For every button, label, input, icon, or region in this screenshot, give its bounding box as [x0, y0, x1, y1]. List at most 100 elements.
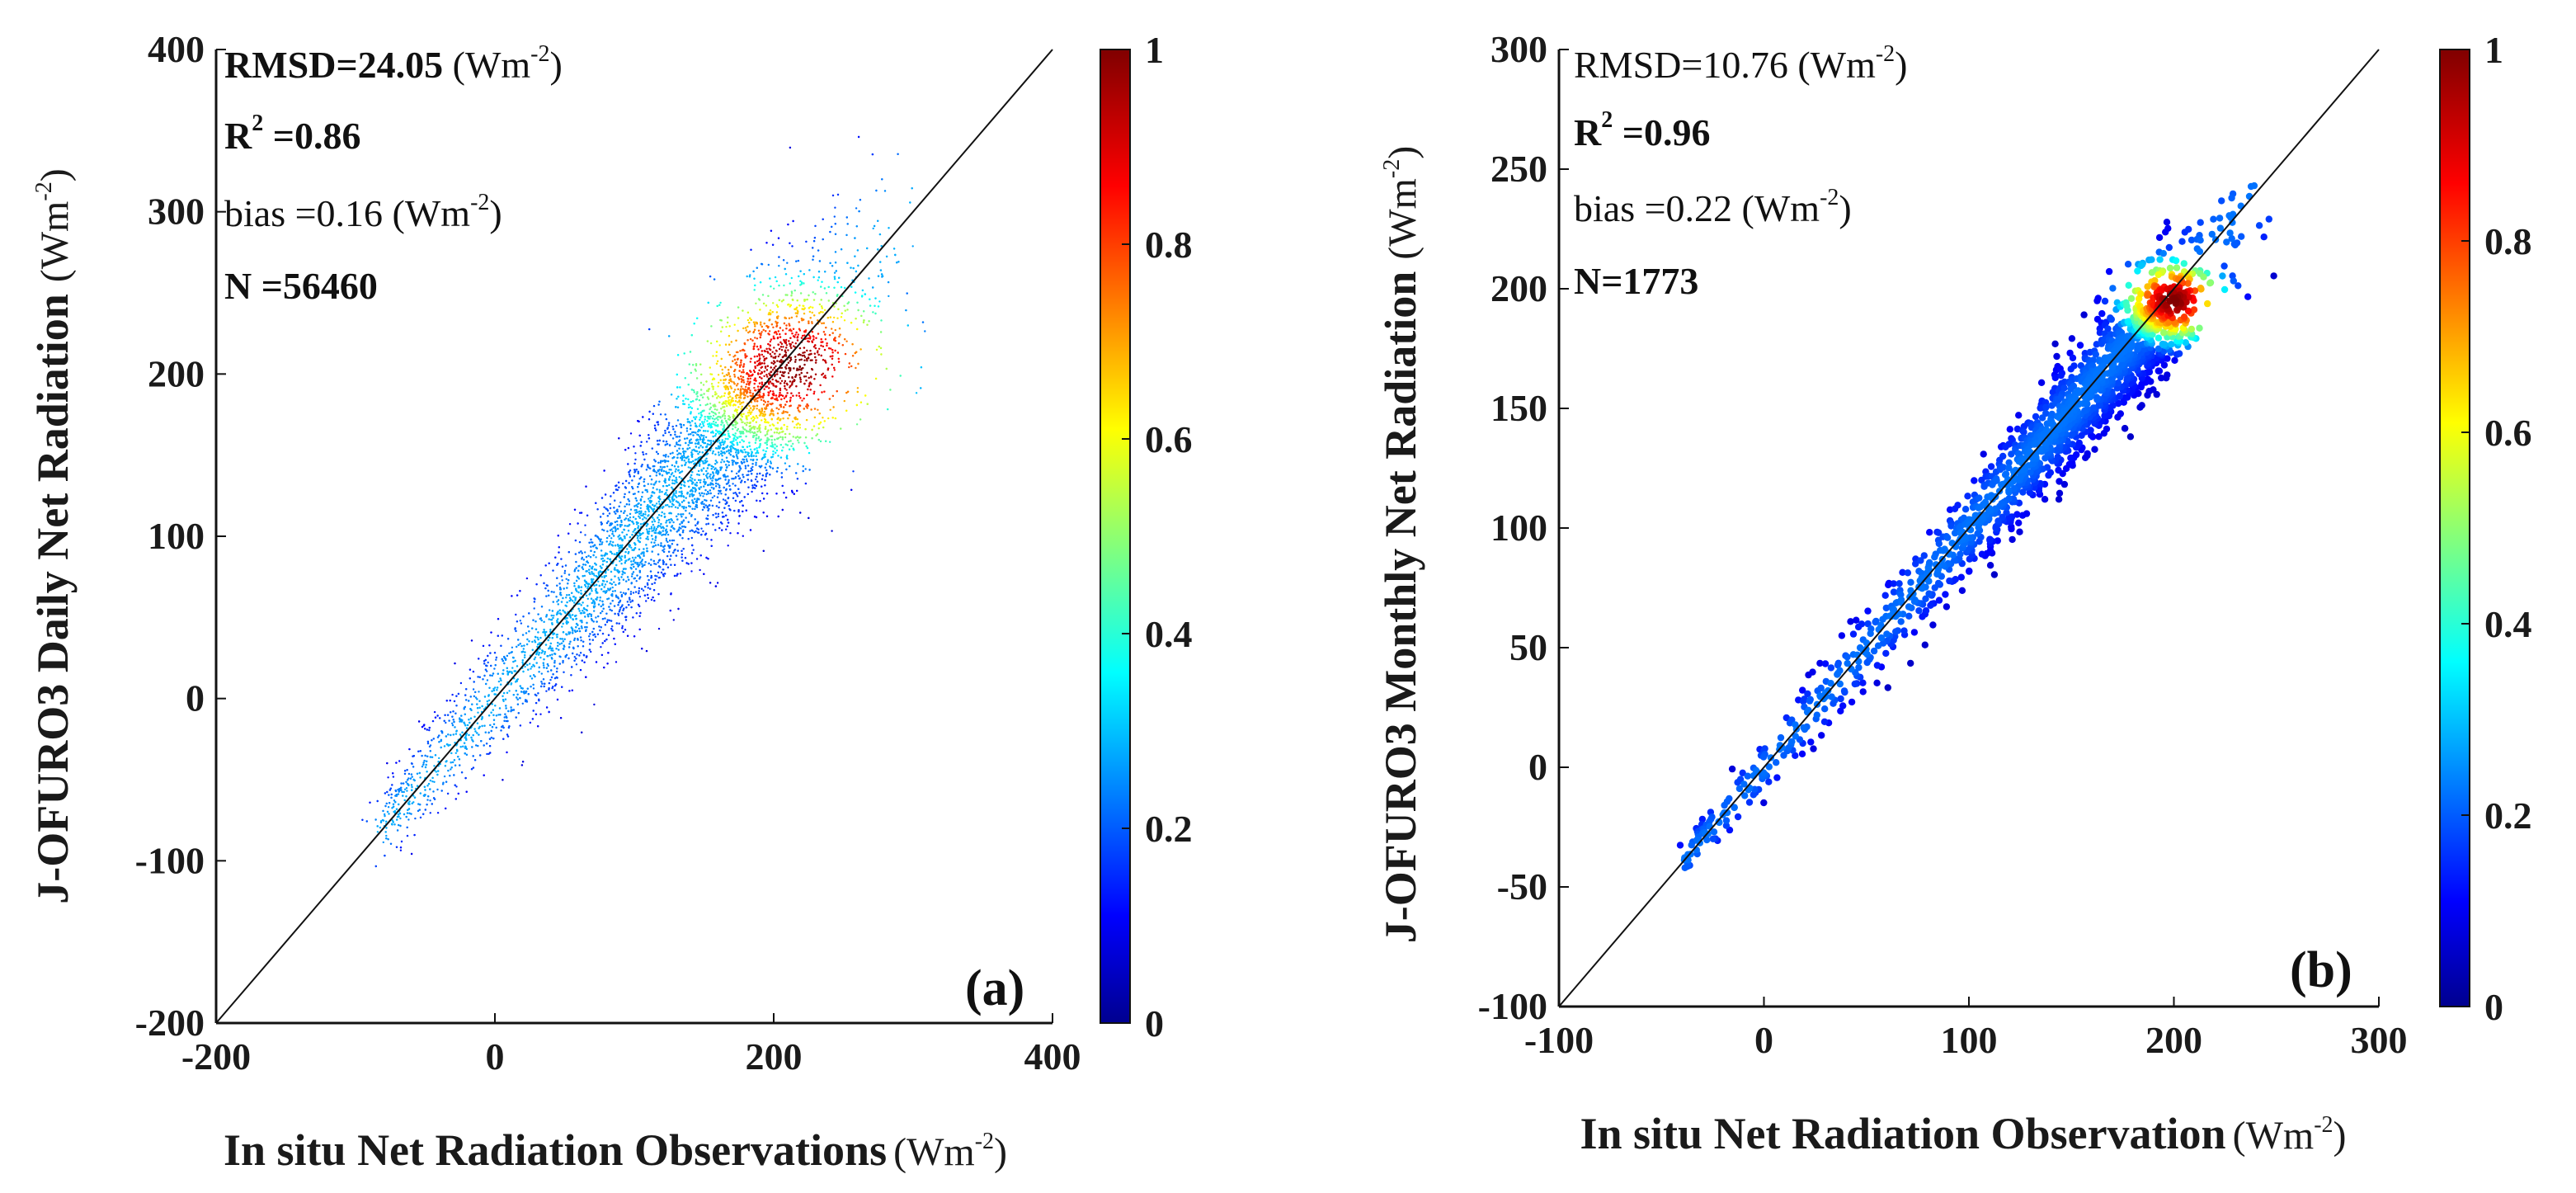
- scatter-point: [791, 245, 794, 248]
- scatter-point: [490, 729, 492, 733]
- scatter-point: [676, 450, 679, 452]
- scatter-point: [581, 558, 583, 560]
- scatter-point: [669, 475, 671, 479]
- scatter-point: [742, 476, 745, 479]
- scatter-point: [423, 759, 426, 762]
- scatter-point: [638, 628, 641, 631]
- scatter-point: [525, 643, 529, 646]
- scatter-point: [543, 582, 545, 585]
- scatter-point: [687, 458, 690, 460]
- scatter-point: [764, 484, 766, 487]
- scatter-point: [525, 700, 527, 703]
- scatter-point: [577, 645, 579, 648]
- scatter-point: [584, 563, 587, 566]
- scatter-point: [670, 526, 673, 528]
- scatter-point: [789, 242, 791, 244]
- scatter-point: [512, 657, 515, 659]
- scatter-point: [581, 731, 583, 733]
- scatter-point: [472, 688, 475, 691]
- scatter-point: [448, 719, 450, 722]
- scatter-point: [765, 242, 768, 244]
- scatter-point: [535, 701, 538, 705]
- scatter-point: [643, 501, 646, 503]
- scatter-point: [735, 472, 738, 475]
- scatter-point: [666, 472, 668, 474]
- scatter-point: [885, 255, 888, 258]
- scatter-point: [472, 733, 474, 737]
- scatter-point: [428, 729, 431, 732]
- scatter-point: [665, 563, 667, 566]
- scatter-point: [640, 441, 643, 443]
- scatter-point: [447, 769, 450, 772]
- scatter-point: [591, 630, 594, 634]
- scatter-point: [442, 781, 445, 784]
- scatter-point: [486, 679, 489, 681]
- scatter-point: [651, 582, 653, 586]
- scatter-point: [725, 456, 728, 459]
- scatter-point: [641, 648, 643, 650]
- scatter-point: [590, 597, 593, 600]
- scatter-point: [708, 464, 710, 466]
- scatter-point: [586, 621, 588, 625]
- scatter-point: [439, 717, 441, 719]
- scatter-point: [702, 495, 704, 497]
- scatter-point: [654, 539, 657, 541]
- scatter-point: [487, 752, 490, 755]
- scatter-point: [603, 666, 605, 669]
- scatter-point: [699, 568, 701, 572]
- scatter-point: [707, 558, 709, 560]
- scatter-point: [619, 515, 621, 517]
- scatter-point: [421, 725, 424, 729]
- scatter-point: [410, 762, 413, 765]
- scatter-point: [866, 247, 869, 250]
- scatter-point: [544, 651, 546, 653]
- scatter-point: [505, 707, 507, 710]
- scatter-point: [726, 460, 728, 463]
- scatter-point: [586, 626, 588, 629]
- scatter-point: [555, 634, 558, 636]
- scatter-point: [624, 559, 627, 563]
- scatter-point: [575, 618, 577, 620]
- scatter-point: [624, 525, 626, 527]
- scatter-point: [607, 634, 610, 636]
- scatter-point: [666, 533, 670, 536]
- scatter-point: [652, 503, 654, 507]
- scatter-point: [601, 642, 604, 644]
- scatter-point: [574, 553, 577, 555]
- scatter-point: [689, 446, 691, 450]
- scatter-point: [573, 508, 577, 511]
- scatter-point: [632, 616, 634, 619]
- scatter-point: [626, 514, 629, 517]
- scatter-point: [734, 476, 737, 479]
- scatter-point: [868, 277, 870, 280]
- scatter-point: [688, 461, 690, 464]
- scatter-point: [650, 577, 652, 579]
- scatter-point: [568, 600, 571, 602]
- scatter-point: [544, 564, 547, 567]
- scatter-point: [600, 646, 602, 648]
- scatter-point: [662, 545, 665, 549]
- scatter-point: [743, 496, 746, 498]
- scatter-point: [707, 509, 709, 512]
- scatter-point: [671, 425, 674, 428]
- scatter-point: [578, 610, 581, 612]
- scatter-point: [723, 474, 726, 476]
- scatter-point: [395, 762, 398, 764]
- scatter-point: [604, 617, 606, 620]
- scatter-point: [433, 710, 436, 714]
- scatter-point: [648, 437, 651, 440]
- scatter-point: [379, 826, 382, 829]
- scatter-point: [656, 488, 658, 491]
- scatter-point: [728, 449, 730, 451]
- scatter-point: [685, 509, 687, 512]
- scatter-point: [526, 687, 529, 690]
- scatter-point: [660, 542, 662, 545]
- scatter-point: [607, 587, 610, 590]
- scatter-point: [721, 522, 723, 525]
- scatter-point: [445, 780, 448, 783]
- scatter-point: [502, 672, 505, 675]
- scatter-point: [632, 493, 635, 496]
- scatter-point: [572, 646, 575, 649]
- scatter-point: [394, 801, 397, 804]
- scatter-point: [728, 481, 730, 483]
